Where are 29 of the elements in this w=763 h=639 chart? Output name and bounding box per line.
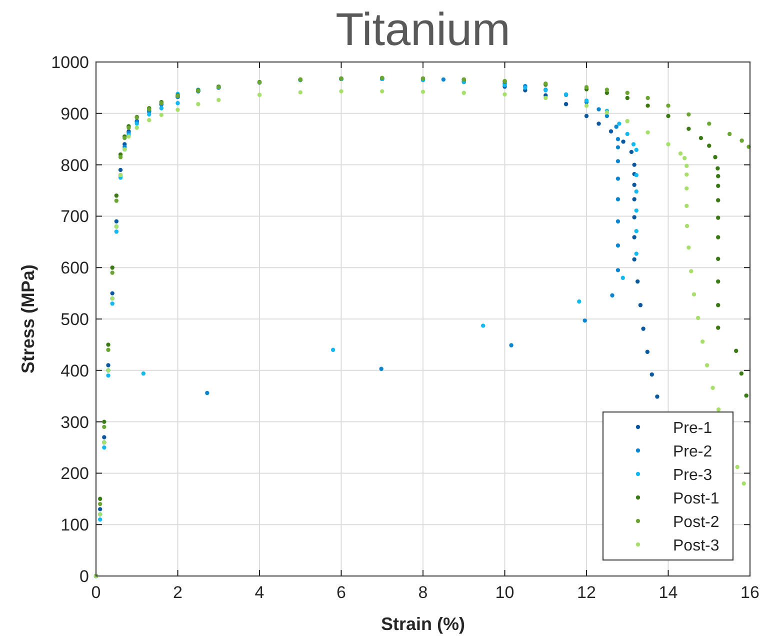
x-tick-label: 6 — [336, 583, 346, 602]
legend-label: Pre-2 — [673, 444, 712, 460]
x-tick-label: 8 — [418, 583, 428, 602]
y-tick-label: 500 — [60, 310, 89, 329]
legend-label: Pre-3 — [673, 467, 712, 484]
legend-label: Post-2 — [673, 514, 720, 531]
y-tick-label: 900 — [60, 104, 89, 124]
legend-label: Post-1 — [673, 490, 720, 508]
y-tick-label: 0 — [80, 567, 89, 586]
legend-label: Post-3 — [673, 538, 720, 554]
x-axis-title: Strain (%) — [380, 614, 466, 634]
x-tick-label: 2 — [173, 583, 182, 602]
x-tick-label: 14 — [658, 583, 678, 602]
x-tick-label: 16 — [740, 583, 760, 602]
y-tick-label: 1000 — [51, 53, 89, 72]
x-tick-label: 12 — [577, 583, 596, 602]
y-tick-label: 200 — [60, 464, 89, 484]
x-tick-label: 10 — [495, 583, 514, 602]
y-tick-label: 100 — [60, 516, 89, 535]
y-tick-label: 800 — [60, 156, 89, 175]
y-tick-label: 300 — [60, 412, 89, 432]
y-tick-label: 600 — [60, 258, 89, 278]
x-tick-label: 0 — [91, 583, 101, 602]
y-tick-label: 400 — [60, 361, 89, 380]
chart-title: Titanium — [336, 3, 510, 55]
y-tick-label: 700 — [60, 207, 89, 226]
legend-label: Pre-1 — [673, 420, 712, 437]
x-tick-label: 4 — [254, 583, 264, 602]
y-axis-title: Stress (MPa) — [18, 264, 38, 374]
